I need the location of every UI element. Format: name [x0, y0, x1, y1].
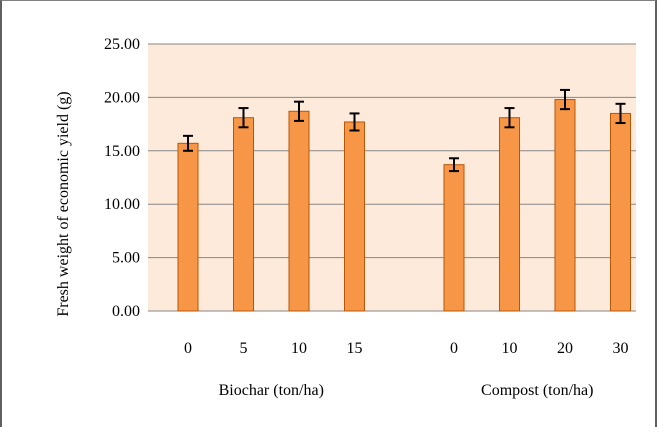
y-tick-label: 25.00	[104, 36, 140, 53]
error-bar	[449, 157, 459, 173]
y-axis-title: Fresh weight of economic yield (g)	[55, 91, 72, 316]
error-bar	[238, 107, 249, 129]
x-tick-label: 15	[347, 340, 363, 357]
error-bar	[615, 102, 626, 125]
x-tick-label: 10	[291, 340, 307, 357]
x-tick-label: 0	[184, 340, 192, 357]
group-labels: Biochar (ton/ha) Compost (ton/ha)	[219, 382, 594, 399]
x-tick-label: 30	[613, 340, 629, 357]
x-axis-ticks: 0 5 10 15 0 10 20 30	[184, 340, 629, 357]
bar	[233, 117, 254, 312]
error-bar	[560, 88, 570, 111]
y-tick-label: 20.00	[104, 89, 140, 106]
bar	[443, 164, 465, 312]
x-tick-label: 5	[240, 340, 248, 357]
error-bars	[183, 88, 626, 173]
x-tick-label: 0	[450, 340, 458, 357]
error-bar	[504, 107, 515, 129]
bar	[499, 117, 520, 312]
y-tick-label: 5.00	[112, 250, 140, 267]
bar	[288, 110, 310, 312]
bar	[610, 112, 631, 312]
group-label: Biochar (ton/ha)	[219, 382, 324, 399]
bar	[177, 142, 199, 312]
y-tick-label: 0.00	[112, 303, 140, 320]
bars	[177, 99, 631, 312]
error-bar	[294, 100, 304, 122]
error-bar	[349, 112, 360, 132]
x-tick-label: 10	[502, 340, 518, 357]
y-tick-label: 10.00	[104, 196, 140, 213]
y-axis-ticks: 0.00 5.00 10.00 15.00 20.00 25.00	[104, 36, 140, 320]
error-bar	[183, 134, 193, 152]
bar	[344, 121, 365, 312]
group-label: Compost (ton/ha)	[481, 382, 593, 399]
bar	[554, 99, 576, 312]
x-tick-label: 20	[557, 340, 573, 357]
y-tick-label: 15.00	[104, 143, 140, 160]
